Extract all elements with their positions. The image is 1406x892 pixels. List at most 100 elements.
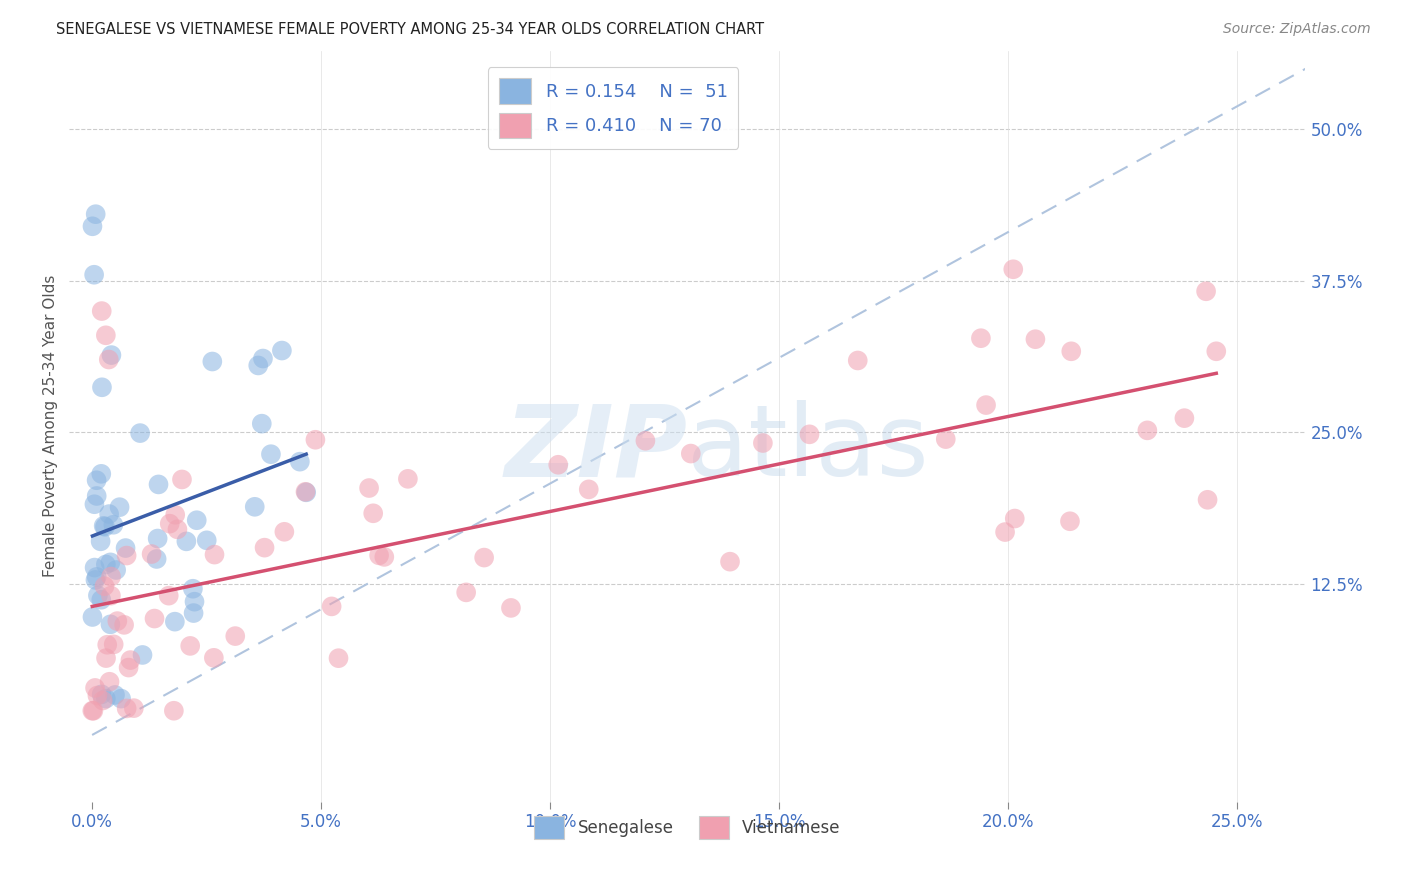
Point <box>94 328 117 343</box>
Point <box>114 541 136 555</box>
Point <box>115 701 138 715</box>
Point <box>97 352 120 367</box>
Point <box>846 353 869 368</box>
Text: SENEGALESE VS VIETNAMESE FEMALE POVERTY AMONG 25-34 YEAR OLDS CORRELATION CHART: SENEGALESE VS VIETNAMESE FEMALE POVERTY … <box>56 22 765 37</box>
Point <box>799 427 821 442</box>
Point <box>86 473 108 487</box>
Point <box>1195 285 1218 299</box>
Point <box>82 704 104 718</box>
Point <box>110 691 132 706</box>
Point <box>634 434 657 448</box>
Point <box>94 691 117 706</box>
Point <box>84 681 107 695</box>
Point <box>82 704 104 718</box>
Point <box>103 517 125 532</box>
Point <box>103 637 125 651</box>
Point <box>94 520 117 534</box>
Point <box>974 398 997 412</box>
Point <box>373 549 395 564</box>
Point <box>1002 262 1025 277</box>
Point <box>499 601 522 615</box>
Point <box>361 506 384 520</box>
Point <box>105 563 128 577</box>
Point <box>91 380 114 394</box>
Point <box>108 500 131 515</box>
Point <box>148 477 170 491</box>
Point <box>547 458 569 472</box>
Point <box>83 497 105 511</box>
Point <box>91 693 114 707</box>
Point <box>176 534 198 549</box>
Point <box>1060 344 1083 359</box>
Point <box>472 550 495 565</box>
Point <box>163 615 186 629</box>
Point <box>143 611 166 625</box>
Point <box>250 417 273 431</box>
Point <box>247 359 270 373</box>
Point <box>100 569 122 583</box>
Point <box>122 701 145 715</box>
Point <box>1197 492 1219 507</box>
Point <box>83 268 105 282</box>
Point <box>252 351 274 366</box>
Point <box>146 532 169 546</box>
Point <box>93 579 115 593</box>
Point <box>195 533 218 548</box>
Point <box>84 573 107 587</box>
Text: ZIP: ZIP <box>505 401 688 497</box>
Point <box>83 560 105 574</box>
Point <box>202 650 225 665</box>
Legend: Senegalese, Vietnamese: Senegalese, Vietnamese <box>527 809 846 846</box>
Point <box>104 688 127 702</box>
Point <box>578 483 600 497</box>
Point <box>1136 423 1159 437</box>
Point <box>100 617 122 632</box>
Point <box>328 651 350 665</box>
Point <box>94 558 117 572</box>
Point <box>183 606 205 620</box>
Point <box>295 485 318 500</box>
Point <box>224 629 246 643</box>
Point <box>87 589 110 603</box>
Point <box>115 549 138 563</box>
Point <box>456 585 478 599</box>
Point <box>96 638 118 652</box>
Point <box>273 524 295 539</box>
Point <box>294 484 316 499</box>
Point <box>1004 511 1026 525</box>
Point <box>271 343 294 358</box>
Point <box>131 648 153 662</box>
Point <box>129 426 152 441</box>
Point <box>112 618 135 632</box>
Point <box>90 467 112 481</box>
Point <box>243 500 266 514</box>
Point <box>253 541 276 555</box>
Y-axis label: Female Poverty Among 25-34 Year Olds: Female Poverty Among 25-34 Year Olds <box>44 275 58 577</box>
Point <box>368 549 391 563</box>
Point <box>82 219 104 234</box>
Point <box>204 548 226 562</box>
Point <box>159 516 181 531</box>
Point <box>86 570 108 584</box>
Point <box>970 331 993 345</box>
Point <box>86 489 108 503</box>
Point <box>90 687 112 701</box>
Point <box>396 472 419 486</box>
Point <box>186 513 208 527</box>
Point <box>93 519 115 533</box>
Point <box>304 433 326 447</box>
Point <box>94 651 117 665</box>
Point <box>170 472 193 486</box>
Point <box>288 455 311 469</box>
Point <box>718 555 741 569</box>
Point <box>1059 514 1081 528</box>
Point <box>181 582 204 596</box>
Point <box>90 304 112 318</box>
Point <box>260 447 283 461</box>
Point <box>359 481 381 495</box>
Point <box>163 704 186 718</box>
Point <box>145 552 167 566</box>
Point <box>935 432 957 446</box>
Point <box>1205 344 1227 359</box>
Point <box>86 689 108 703</box>
